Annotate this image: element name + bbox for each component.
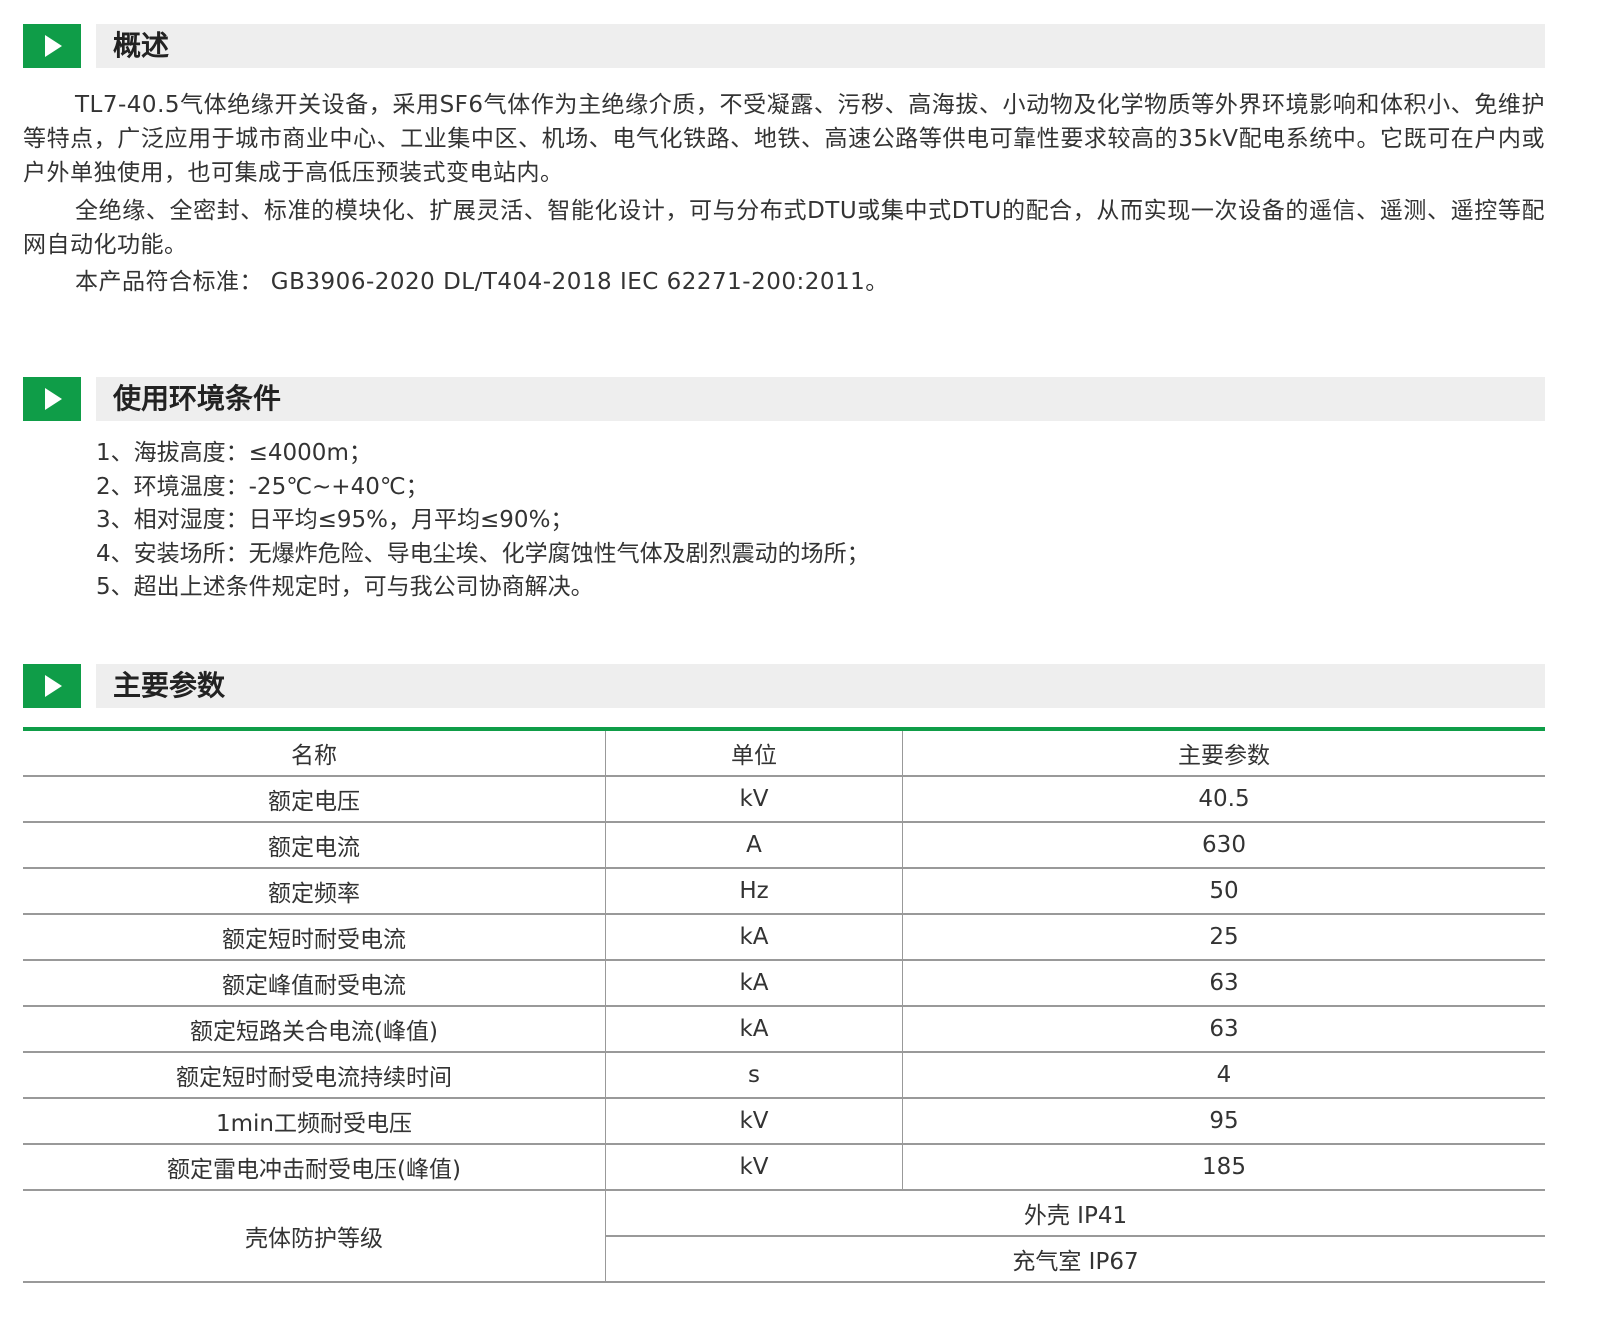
- overview-paragraph-2: 全绝缘、全密封、标准的模块化、扩展灵活、智能化设计，可与分布式DTU或集中式DT…: [23, 198, 1545, 258]
- cell-value: 40.5: [902, 776, 1545, 823]
- cell-value: 4: [902, 1052, 1545, 1099]
- cell-name: 额定电压: [23, 776, 606, 823]
- section-header-overview: 概述: [23, 24, 1545, 68]
- cell-unit: s: [605, 1052, 903, 1099]
- cell-unit: kV: [605, 1144, 903, 1191]
- params-table: 名称 单位 主要参数 额定电压 kV 40.5 额定电流 A 630 额定频率 Hz 50 额定短…: [23, 727, 1545, 1283]
- table-row: 1min工频耐受电压 kV 95: [23, 1098, 1545, 1145]
- table-row: 额定雷电冲击耐受电压(峰值) kV 185: [23, 1144, 1545, 1191]
- cell-name: 额定短时耐受电流持续时间: [23, 1052, 606, 1099]
- overview-standards: 本产品符合标准： GB3906-2020 DL/T404-2018 IEC 62…: [75, 269, 889, 295]
- table-row: 额定短路关合电流(峰值) kA 63: [23, 1006, 1545, 1053]
- cell-name: 额定电流: [23, 822, 606, 869]
- header-bar: [96, 664, 1545, 708]
- cell-name: 额定短路关合电流(峰值): [23, 1006, 606, 1053]
- header-value: 主要参数: [902, 729, 1545, 777]
- cell-value: 95: [902, 1098, 1545, 1145]
- cell-value: 充气室 IP67: [605, 1236, 1545, 1283]
- list-item: 2、环境温度：-25℃~+40℃；: [96, 473, 429, 500]
- cell-name: 额定雷电冲击耐受电压(峰值): [23, 1144, 606, 1191]
- table-row: 额定电压 kV 40.5: [23, 776, 1545, 823]
- list-item: 3、相对湿度：日平均≤95%，月平均≤90%；: [96, 507, 574, 533]
- cell-name: 壳体防护等级: [23, 1190, 606, 1283]
- table-row: 额定峰值耐受电流 kA 63: [23, 960, 1545, 1007]
- cell-value: 50: [902, 868, 1545, 915]
- overview-paragraph-1: TL7-40.5气体绝缘开关设备，采用SF6气体作为主绝缘介质，不受凝露、污秽、…: [23, 92, 1545, 186]
- table-row: 充气室 IP67: [23, 1236, 1545, 1283]
- list-item: 4、安装场所：无爆炸危险、导电尘埃、化学腐蚀性气体及剧烈震动的场所；: [96, 540, 870, 567]
- cell-value: 185: [902, 1144, 1545, 1191]
- table-row: 额定电流 A 630: [23, 822, 1545, 869]
- table-row: 额定短时耐受电流持续时间 s 4: [23, 1052, 1545, 1099]
- section-title: 主要参数: [113, 669, 226, 702]
- environment-list: 1、海拔高度：≤4000m； 2、环境温度：-25℃~+40℃； 3、相对湿度：…: [96, 437, 870, 605]
- list-item: 1、海拔高度：≤4000m；: [96, 440, 372, 466]
- cell-name: 额定峰值耐受电流: [23, 960, 606, 1007]
- cell-unit: A: [605, 822, 903, 869]
- play-arrow-icon: [23, 377, 81, 421]
- cell-value: 外壳 IP41: [605, 1190, 1545, 1237]
- cell-value: 25: [902, 914, 1545, 961]
- section-header-params: 主要参数: [23, 664, 1545, 708]
- cell-value: 63: [902, 960, 1545, 1007]
- header-bar: [96, 377, 1545, 421]
- header-unit: 单位: [605, 729, 903, 777]
- section-title: 概述: [113, 29, 170, 62]
- cell-value: 630: [902, 822, 1545, 869]
- header-name: 名称: [23, 729, 606, 777]
- cell-unit: Hz: [605, 868, 903, 915]
- section-title: 使用环境条件: [113, 382, 282, 415]
- table-row: 额定短时耐受电流 kA 25: [23, 914, 1545, 961]
- play-arrow-icon: [23, 664, 81, 708]
- cell-value: 63: [902, 1006, 1545, 1053]
- cell-unit: kA: [605, 1006, 903, 1053]
- cell-name: 额定频率: [23, 868, 606, 915]
- table-row: 额定频率 Hz 50: [23, 868, 1545, 915]
- cell-unit: kA: [605, 960, 903, 1007]
- table-row: 壳体防护等级 外壳 IP41: [23, 1190, 1545, 1283]
- section-header-environment: 使用环境条件: [23, 377, 1545, 421]
- list-item: 5、超出上述条件规定时，可与我公司协商解决。: [96, 574, 594, 600]
- cell-unit: kV: [605, 1098, 903, 1145]
- cell-name: 1min工频耐受电压: [23, 1098, 606, 1145]
- header-bar: [96, 24, 1545, 68]
- cell-unit: kA: [605, 914, 903, 961]
- cell-name: 额定短时耐受电流: [23, 914, 606, 961]
- play-arrow-icon: [23, 24, 81, 68]
- cell-unit: kV: [605, 776, 903, 823]
- table-header-row: 名称 单位 主要参数: [23, 729, 1545, 777]
